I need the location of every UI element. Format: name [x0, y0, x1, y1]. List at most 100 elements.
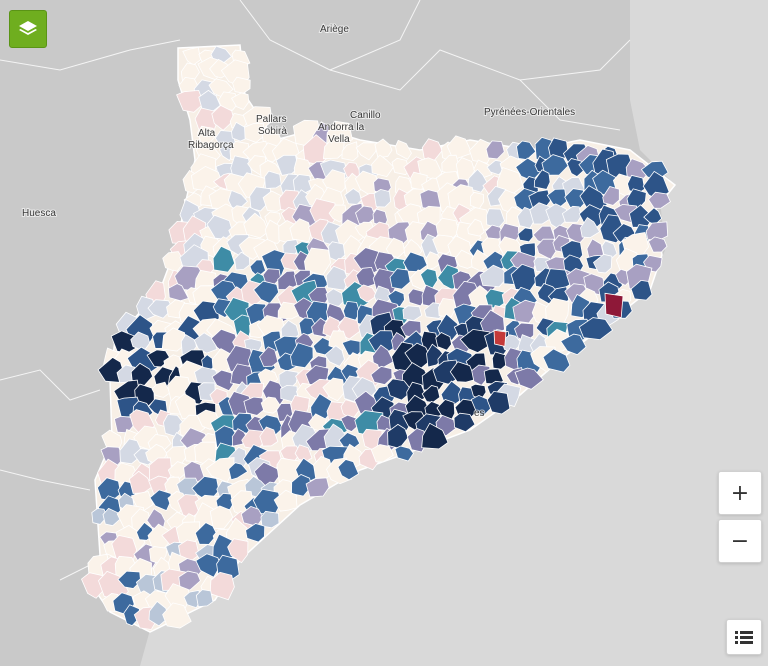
municipality-polygon[interactable] — [291, 474, 312, 497]
municipality-polygon[interactable] — [453, 412, 476, 433]
municipality-polygon[interactable] — [356, 284, 378, 303]
municipality-polygon[interactable] — [245, 523, 266, 543]
legend-button[interactable] — [726, 619, 762, 655]
municipality-polygon[interactable] — [386, 378, 413, 401]
municipality-polygon[interactable] — [289, 218, 312, 243]
municipality-polygon[interactable] — [212, 245, 236, 273]
zoom-out-button[interactable]: − — [718, 519, 762, 563]
municipality-polygon[interactable] — [385, 237, 406, 259]
municipality-polygon[interactable] — [195, 553, 222, 578]
municipality-polygon[interactable] — [243, 212, 270, 239]
municipality-polygon[interactable] — [147, 299, 173, 319]
municipality-polygon[interactable] — [117, 570, 142, 589]
municipality-polygon[interactable] — [91, 507, 108, 525]
municipality-polygon[interactable] — [337, 459, 360, 481]
label-andorra-line2: Vella — [328, 134, 350, 145]
municipality-polygon[interactable] — [123, 604, 140, 627]
municipality-polygon[interactable] — [259, 346, 279, 367]
municipality-polygon[interactable] — [374, 138, 393, 159]
municipality-polygon[interactable] — [194, 522, 218, 545]
municipality-polygon[interactable] — [421, 422, 449, 450]
municipality-polygon[interactable] — [533, 169, 551, 190]
municipality-polygon[interactable] — [542, 348, 571, 373]
municipality-polygon[interactable] — [514, 367, 544, 390]
municipality-polygon[interactable] — [423, 302, 444, 319]
municipality-polygon[interactable] — [322, 377, 346, 402]
municipality-polygon[interactable] — [395, 139, 412, 160]
municipality-polygon[interactable] — [260, 396, 282, 414]
municipality-polygon[interactable] — [183, 589, 201, 609]
municipality-polygon[interactable] — [517, 227, 534, 243]
municipality-polygon[interactable] — [426, 251, 444, 270]
municipality-polygon[interactable] — [592, 253, 613, 274]
municipality-polygon[interactable] — [178, 570, 201, 591]
municipality-polygon[interactable] — [244, 122, 265, 143]
municipality-polygon[interactable] — [264, 170, 282, 189]
municipality-polygon[interactable] — [324, 345, 345, 367]
municipality-polygon[interactable] — [435, 332, 452, 351]
municipality-polygon[interactable] — [341, 141, 359, 162]
municipality-polygon[interactable] — [389, 268, 411, 290]
municipality-polygon[interactable] — [227, 538, 249, 564]
municipality-polygon[interactable] — [373, 188, 392, 208]
municipality-polygon[interactable] — [391, 157, 410, 176]
municipality-polygon[interactable] — [218, 91, 239, 111]
municipality-polygon[interactable] — [578, 317, 614, 341]
municipality-polygon[interactable] — [580, 216, 601, 239]
municipality-polygon[interactable] — [209, 505, 234, 530]
municipality-polygon[interactable] — [459, 328, 493, 354]
municipality-polygon[interactable] — [446, 135, 473, 161]
municipality-polygon[interactable] — [561, 205, 582, 223]
municipality-polygon[interactable] — [426, 343, 446, 368]
municipality-layer[interactable] — [81, 45, 671, 630]
municipality-polygon[interactable] — [630, 279, 653, 301]
municipality-polygon[interactable] — [394, 445, 414, 462]
municipality-polygon[interactable] — [648, 236, 668, 253]
municipality-polygon[interactable] — [290, 342, 314, 369]
municipality-polygon[interactable] — [322, 137, 345, 160]
municipality-polygon[interactable] — [149, 489, 172, 512]
municipality-polygon[interactable] — [485, 140, 505, 160]
municipality-polygon[interactable] — [275, 154, 299, 176]
municipality-polygon[interactable] — [467, 168, 488, 193]
municipality-polygon[interactable] — [234, 251, 251, 271]
municipality-polygon[interactable] — [325, 265, 349, 291]
municipality-polygon[interactable] — [176, 89, 205, 113]
municipality-polygon-highlight[interactable] — [604, 292, 624, 319]
municipality-polygon[interactable] — [370, 365, 393, 386]
municipality-polygon[interactable] — [273, 489, 298, 512]
sea-area — [140, 0, 768, 666]
municipality-polygon[interactable] — [209, 571, 235, 601]
municipality-polygon-highlight[interactable] — [493, 329, 507, 347]
municipality-polygon[interactable] — [438, 297, 457, 318]
municipality-polygon[interactable] — [407, 288, 428, 307]
municipality-polygon[interactable] — [231, 92, 250, 110]
municipality-polygon[interactable] — [560, 333, 587, 356]
municipality-polygon[interactable] — [370, 444, 394, 463]
municipality-polygon[interactable] — [151, 381, 171, 398]
municipality-polygon[interactable] — [371, 154, 395, 178]
municipality-polygon[interactable] — [162, 602, 192, 629]
municipality-polygon[interactable] — [211, 104, 235, 131]
zoom-in-button[interactable]: + — [718, 471, 762, 515]
municipality-polygon[interactable] — [467, 218, 485, 237]
municipality-polygon[interactable] — [259, 426, 279, 447]
municipality-polygon[interactable] — [228, 462, 249, 481]
municipality-polygon[interactable] — [305, 477, 330, 498]
municipality-polygon[interactable] — [647, 191, 671, 209]
layers-button[interactable] — [9, 10, 47, 48]
municipality-polygon[interactable] — [168, 283, 189, 302]
municipality-polygon[interactable] — [541, 154, 569, 176]
municipality-polygon[interactable] — [243, 396, 265, 416]
municipality-polygon[interactable] — [449, 361, 476, 383]
municipality-polygon[interactable] — [211, 369, 234, 392]
municipality-polygon[interactable] — [260, 510, 280, 529]
municipality-polygon[interactable] — [486, 390, 511, 415]
municipality-polygon[interactable] — [195, 589, 214, 608]
municipality-polygon[interactable] — [479, 264, 509, 288]
municipality-polygon[interactable] — [602, 186, 620, 206]
municipality-polygon[interactable] — [432, 359, 461, 385]
municipality-polygon[interactable] — [232, 76, 251, 94]
municipality-polygon[interactable] — [161, 327, 186, 352]
